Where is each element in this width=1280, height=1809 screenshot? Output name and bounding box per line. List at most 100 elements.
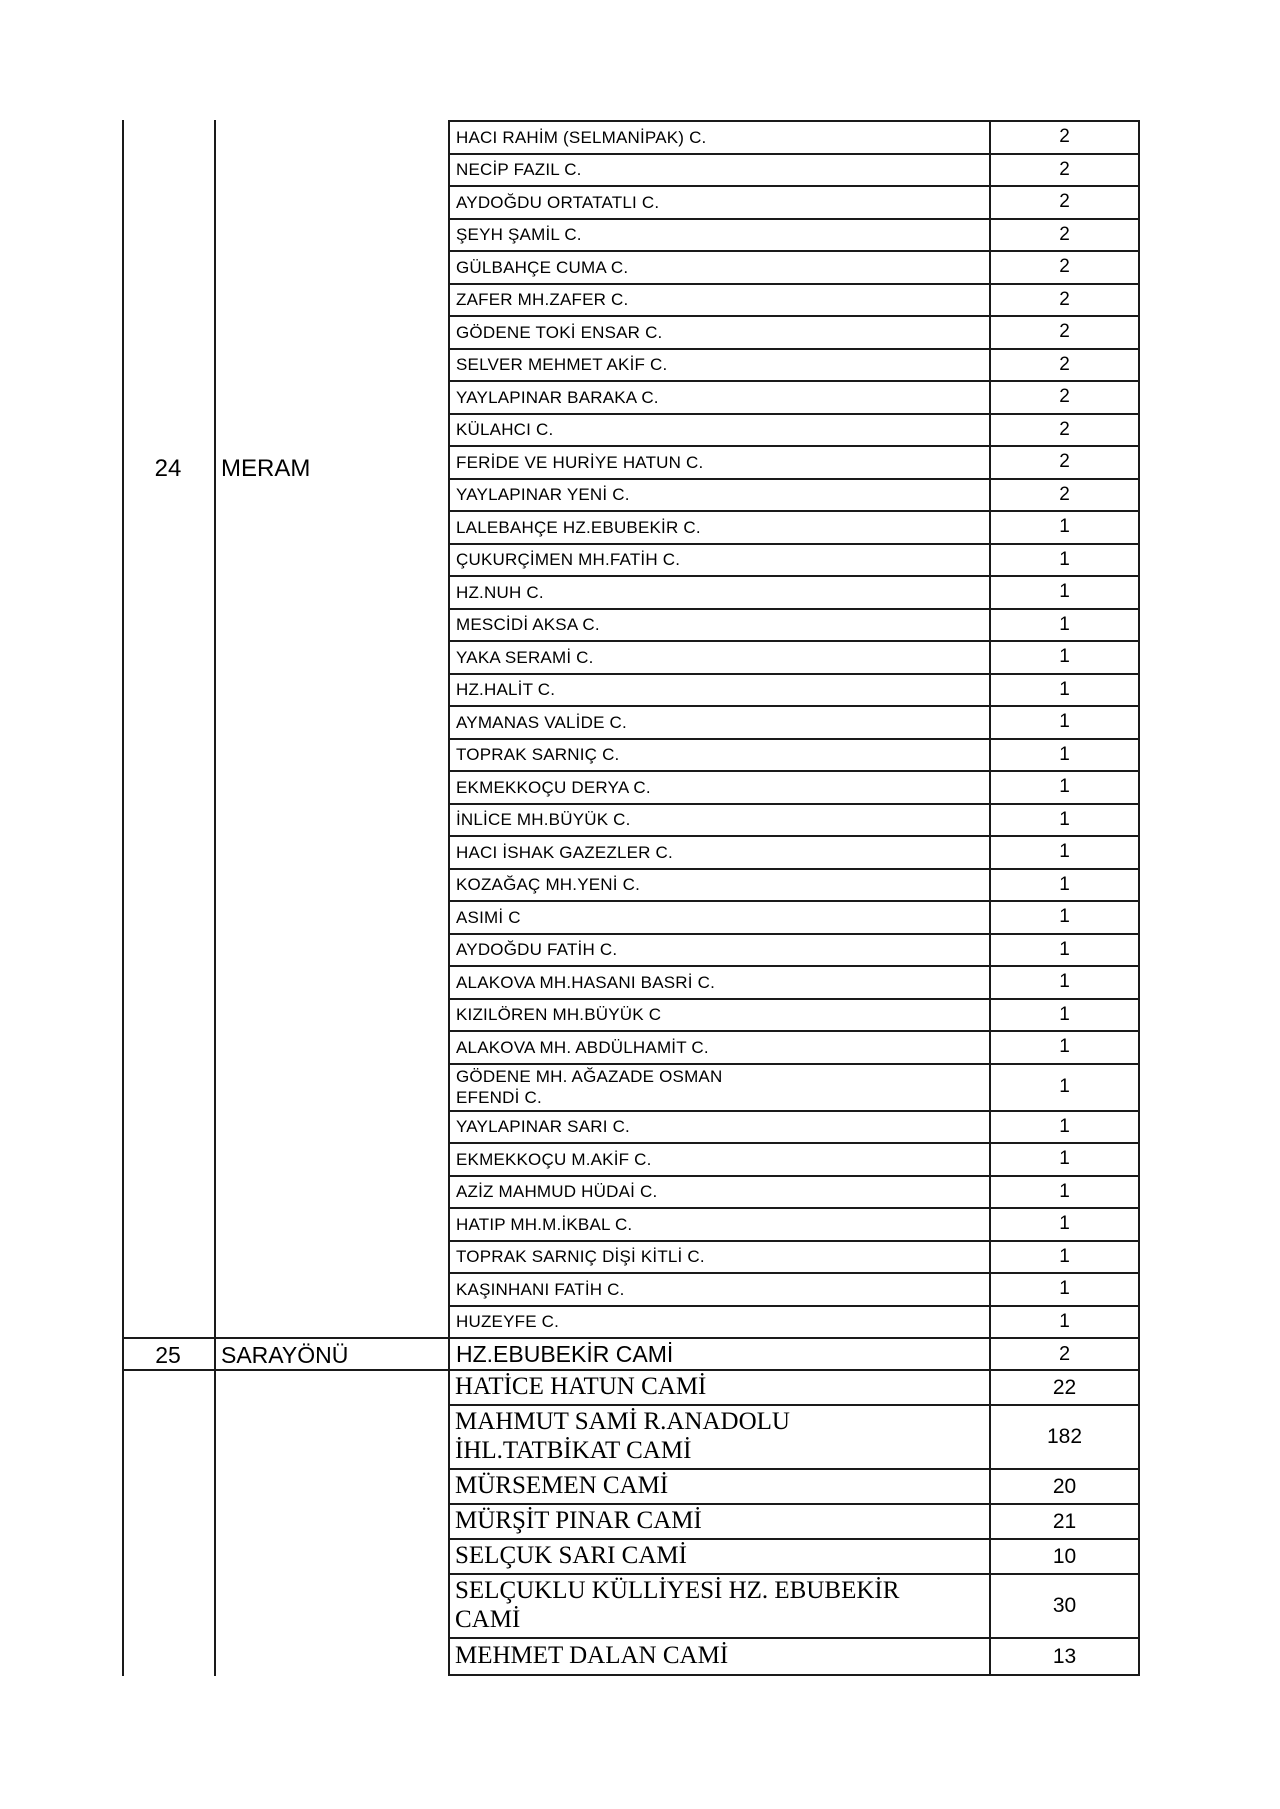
table-row: AZİZ MAHMUD HÜDAİ C. 1 (450, 1176, 1138, 1209)
count-cell: 1 (1059, 971, 1070, 993)
table-row: ZAFER MH.ZAFER C. 2 (450, 284, 1138, 317)
count-cell: 2 (1059, 418, 1070, 440)
mosque-name-cell: ŞEYH ŞAMİL C. (450, 219, 991, 250)
table-row: MÜRSEMEN CAMİ 20 (450, 1470, 1138, 1505)
mosque-name-cell: KÜLAHCI C. (450, 414, 991, 445)
table-row: ALAKOVA MH.HASANI BASRİ C. 1 (450, 967, 1138, 1000)
mosque-name-cell: HACI İSHAK GAZEZLER C. (450, 837, 991, 868)
mosque-name-cell: SELVER MEHMET AKİF C. (450, 349, 991, 380)
count-cell: 1 (1059, 1180, 1070, 1202)
table-row: FERİDE VE HURİYE HATUN C. 2 (450, 447, 1138, 480)
table-row: LALEBAHÇE HZ.EBUBEKİR C. 1 (450, 512, 1138, 545)
mosque-name-cell: MEHMET DALAN CAMİ (450, 1639, 991, 1674)
table-row: MAHMUT SAMİ R.ANADOLU İHL.TATBİKAT CAMİ … (450, 1406, 1138, 1470)
count-cell: 1 (1059, 1213, 1070, 1235)
table-row: HATİCE HATUN CAMİ 22 (450, 1371, 1138, 1406)
mosque-name-cell: ALAKOVA MH.HASANI BASRİ C. (450, 967, 991, 998)
mosque-name-cell: ALAKOVA MH. ABDÜLHAMİT C. (450, 1032, 991, 1063)
count-cell: 1 (1059, 1076, 1070, 1097)
table-row: KIZILÖREN MH.BÜYÜK C 1 (450, 999, 1138, 1032)
count-cell: 2 (1059, 483, 1070, 505)
mosque-name-cell: HACI RAHİM (SELMANİPAK) C. (450, 122, 991, 153)
table-row: SELVER MEHMET AKİF C. 2 (450, 349, 1138, 382)
count-cell: 2 (1059, 223, 1070, 245)
table-row: SELÇUK SARI CAMİ 10 (450, 1540, 1138, 1575)
mosque-name-cell: AYMANAS VALİDE C. (450, 707, 991, 738)
table-row: ŞEYH ŞAMİL C. 2 (450, 219, 1138, 252)
mosque-name-cell: HATİCE HATUN CAMİ (450, 1371, 991, 1404)
table-row: HACI RAHİM (SELMANİPAK) C. 2 (450, 122, 1138, 155)
count-cell: 2 (1059, 256, 1070, 278)
mosque-name-cell: İNLİCE MH.BÜYÜK C. (450, 804, 991, 835)
table-row: HUZEYFE C. 1 (450, 1306, 1138, 1339)
table-row: KOZAĞAÇ MH.YENİ C. 1 (450, 869, 1138, 902)
table-row: AYMANAS VALİDE C. 1 (450, 707, 1138, 740)
table-row: ALAKOVA MH. ABDÜLHAMİT C. 1 (450, 1032, 1138, 1065)
mosque-name-cell: SELÇUKLU KÜLLİYESİ HZ. EBUBEKİR CAMİ (450, 1575, 991, 1637)
table-row: GÖDENE TOKİ ENSAR C. 2 (450, 317, 1138, 350)
count-cell: 1 (1059, 613, 1070, 635)
mosque-name-cell: EKMEKKOÇU DERYA C. (450, 772, 991, 803)
table-row: HZ.HALİT C. 1 (450, 674, 1138, 707)
table-row: AYDOĞDU ORTATATLI C. 2 (450, 187, 1138, 220)
count-cell: 1 (1059, 646, 1070, 668)
mosque-name-cell: KAŞINHANI FATİH C. (450, 1274, 991, 1305)
count-cell: 1 (1059, 743, 1070, 765)
count-cell: 1 (1059, 1148, 1070, 1170)
mosque-name-cell: ASIMİ C (450, 902, 991, 933)
count-cell: 13 (1052, 1644, 1077, 1668)
count-cell: 2 (1059, 158, 1070, 180)
table-row: MEHMET DALAN CAMİ 13 (450, 1639, 1138, 1674)
count-cell: 1 (1059, 711, 1070, 733)
table-row: HZ.EBUBEKİR CAMİ 2 (450, 1339, 1138, 1371)
mosque-name-cell: YAKA SERAMİ C. (450, 642, 991, 673)
mosque-name-cell: ÇUKURÇİMEN MH.FATİH C. (450, 544, 991, 575)
mosque-name-cell: NECİP FAZIL C. (450, 154, 991, 185)
mosque-name-cell: MESCİDİ AKSA C. (450, 609, 991, 640)
count-cell: 1 (1059, 516, 1070, 538)
count-cell: 1 (1059, 581, 1070, 603)
mosque-count-table: HACI RAHİM (SELMANİPAK) C. 2 NECİP FAZIL… (448, 120, 1140, 1676)
count-cell: 1 (1059, 776, 1070, 798)
count-cell: 1 (1059, 938, 1070, 960)
count-cell: 1 (1059, 1278, 1070, 1300)
count-cell: 2 (1059, 126, 1070, 148)
count-cell: 2 (1059, 321, 1070, 343)
mosque-name-cell: AYDOĞDU FATİH C. (450, 934, 991, 965)
mosque-name-cell: MÜRSEMEN CAMİ (450, 1470, 991, 1503)
count-cell: 182 (1046, 1425, 1083, 1448)
table-row: HATIP MH.M.İKBAL C. 1 (450, 1209, 1138, 1242)
count-cell: 20 (1052, 1474, 1077, 1498)
mosque-name-cell: AYDOĞDU ORTATATLI C. (450, 187, 991, 218)
row-number-25: 25 (155, 1342, 181, 1368)
table-row: YAYLAPINAR SARI C. 1 (450, 1111, 1138, 1144)
table-row: HZ.NUH C. 1 (450, 577, 1138, 610)
count-cell: 2 (1058, 1342, 1071, 1365)
mosque-name-cell: FERİDE VE HURİYE HATUN C. (450, 447, 991, 478)
table-row: HACI İSHAK GAZEZLER C. 1 (450, 837, 1138, 870)
table-row: KÜLAHCI C. 2 (450, 414, 1138, 447)
mosque-name-cell: SELÇUK SARI CAMİ (450, 1540, 991, 1573)
table-row: ASIMİ C 1 (450, 902, 1138, 935)
district-meram: MERAM (221, 455, 311, 482)
mosque-name-cell: YAYLAPINAR BARAKA C. (450, 382, 991, 413)
mosque-name-cell: EKMEKKOÇU M.AKİF C. (450, 1144, 991, 1175)
count-cell: 30 (1052, 1594, 1077, 1617)
count-cell: 1 (1059, 1003, 1070, 1025)
mosque-name-cell: GÖDENE TOKİ ENSAR C. (450, 317, 991, 348)
mosque-name-cell: TOPRAK SARNIÇ DİŞİ KİTLİ C. (450, 1241, 991, 1272)
mosque-name-cell: GÖDENE MH. AĞAZADE OSMAN EFENDİ C. (450, 1064, 991, 1110)
count-cell: 2 (1059, 353, 1070, 375)
mosque-name-cell: YAYLAPINAR SARI C. (450, 1111, 991, 1142)
mosque-name-cell: HUZEYFE C. (450, 1306, 991, 1337)
sarayonu-row-top-border (122, 1337, 450, 1339)
table-row: MÜRŞİT PINAR CAMİ 21 (450, 1505, 1138, 1540)
table-row: KAŞINHANI FATİH C. 1 (450, 1274, 1138, 1307)
count-cell: 22 (1052, 1375, 1077, 1399)
count-cell: 1 (1059, 1310, 1070, 1332)
mosque-name-cell: KOZAĞAÇ MH.YENİ C. (450, 869, 991, 900)
mosque-name-cell: HZ.NUH C. (450, 577, 991, 608)
mosque-name-cell: MÜRŞİT PINAR CAMİ (450, 1505, 991, 1538)
count-cell: 1 (1059, 906, 1070, 928)
